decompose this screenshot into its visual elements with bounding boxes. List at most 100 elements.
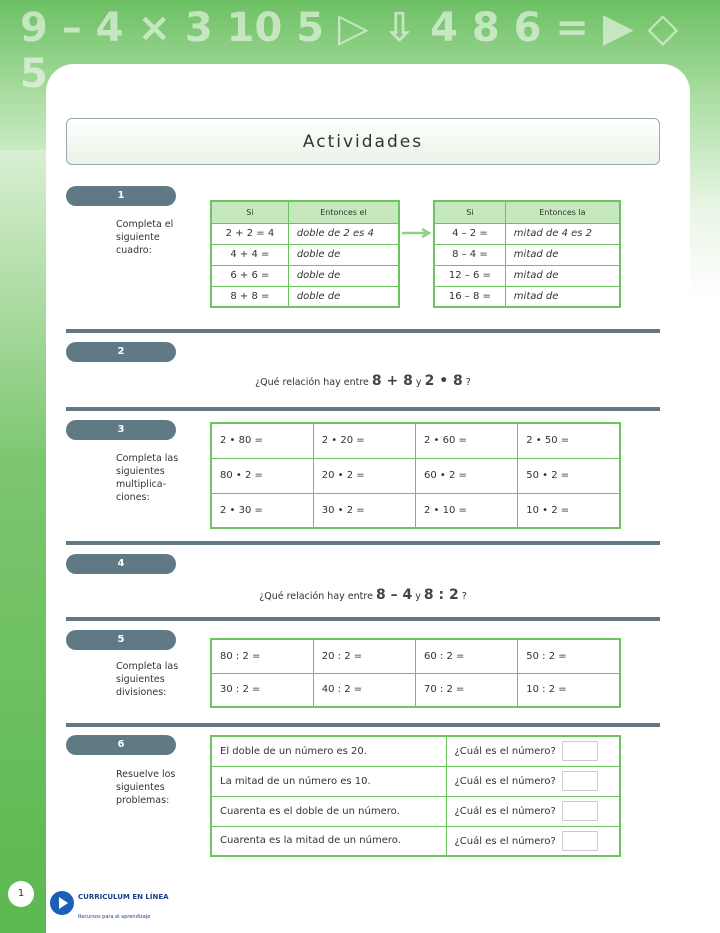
activity-number-1: 1 [66, 186, 176, 206]
question-4: ¿Qué relación hay entre 8 – 4 y 8 : 2 ? [66, 587, 660, 603]
column-header: Entonces la [504, 200, 621, 224]
instruction-1: Completa el siguiente cuadro: [116, 219, 174, 256]
operation-cell: 8 – 4 = [433, 243, 506, 266]
answer-cell[interactable]: doble de [287, 243, 400, 266]
page-number: 1 [8, 881, 34, 907]
operation-cell: 2 + 2 = 4 [210, 222, 289, 245]
table-row: 80 • 2 = 20 • 2 = 60 • 2 = 50 • 2 = [210, 457, 621, 494]
operation-cell[interactable]: 60 : 2 = [414, 638, 519, 674]
conjunction: y [415, 377, 422, 388]
table-row: 16 – 8 = mitad de [433, 285, 621, 308]
question-text: ¿Qué relación hay entre [259, 591, 373, 602]
answer-box[interactable] [561, 741, 598, 762]
activity-number-5: 5 [66, 630, 176, 650]
table-row: 30 : 2 = 40 : 2 = 70 : 2 = 10 : 2 = [210, 672, 621, 708]
operation-cell: 8 + 8 = [210, 285, 289, 308]
activity-number-2: 2 [66, 342, 176, 362]
instruction-3: Completa las siguientes multiplica-cione… [116, 453, 179, 503]
table-row: 4 + 4 = doble de [210, 243, 400, 266]
expression: 8 + 8 [371, 373, 413, 389]
question-cell: ¿Cuál es el número? [445, 795, 621, 827]
operation-cell[interactable]: 2 • 50 = [517, 422, 621, 459]
operation-cell[interactable]: 2 • 30 = [210, 492, 314, 529]
table-row: 8 – 4 = mitad de [433, 243, 621, 266]
table-row: 2 • 80 = 2 • 20 = 2 • 60 = 2 • 50 = [210, 422, 621, 459]
operation-cell[interactable]: 10 : 2 = [517, 672, 621, 708]
question-text: ¿Cuál es el número? [454, 776, 556, 787]
answer-cell[interactable]: doble de 2 es 4 [287, 222, 400, 245]
operation-cell: 12 – 6 = [433, 264, 506, 287]
operation-cell[interactable]: 20 • 2 = [312, 457, 417, 494]
answer-box[interactable] [561, 801, 598, 821]
question-mark: ? [465, 377, 471, 388]
answer-box[interactable] [561, 830, 598, 851]
divider [66, 723, 660, 727]
answer-cell[interactable]: doble de [287, 285, 400, 308]
operation-cell[interactable]: 50 • 2 = [517, 457, 621, 494]
table-row: El doble de un número es 20. ¿Cuál es el … [210, 735, 621, 767]
operation-cell[interactable]: 80 • 2 = [210, 457, 314, 494]
expression: 8 – 4 [375, 587, 413, 603]
problem-statement: Cuarenta es la mitad de un número. [210, 825, 447, 857]
page-title: Actividades [66, 118, 660, 165]
table-row: Cuarenta es la mitad de un número. ¿Cuál … [210, 825, 621, 857]
table-row: 8 + 8 = doble de [210, 285, 400, 308]
operation-cell[interactable]: 60 • 2 = [414, 457, 519, 494]
operation-cell: 16 – 8 = [433, 285, 506, 308]
table-row: 80 : 2 = 20 : 2 = 60 : 2 = 50 : 2 = [210, 638, 621, 674]
answer-cell[interactable]: mitad de 4 es 2 [504, 222, 621, 245]
question-cell: ¿Cuál es el número? [445, 825, 621, 857]
problem-statement: La mitad de un número es 10. [210, 765, 447, 797]
problem-statement: Cuarenta es el doble de un número. [210, 795, 447, 827]
answer-cell[interactable]: doble de [287, 264, 400, 287]
operation-cell: 4 – 2 = [433, 222, 506, 245]
operation-cell[interactable]: 20 : 2 = [312, 638, 417, 674]
table-row: 4 – 2 = mitad de 4 es 2 [433, 222, 621, 245]
table-row: 2 • 30 = 30 • 2 = 2 • 10 = 10 • 2 = [210, 492, 621, 529]
operation-cell[interactable]: 10 • 2 = [517, 492, 621, 529]
operation-cell[interactable]: 70 : 2 = [414, 672, 519, 708]
table-row: 12 – 6 = mitad de [433, 264, 621, 287]
question-text: ¿Qué relación hay entre [255, 377, 369, 388]
operation-cell[interactable]: 2 • 20 = [312, 422, 417, 459]
operation-cell[interactable]: 2 • 60 = [414, 422, 519, 459]
divider [66, 407, 660, 411]
header-row: Si Entonces la [433, 200, 621, 224]
side-stripe [0, 150, 46, 933]
logo: CURRICULUM EN LÍNEA Recursos para el apre… [50, 884, 169, 922]
answer-cell[interactable]: mitad de [504, 243, 621, 266]
play-logo-icon [50, 891, 74, 915]
expression: 2 • 8 [424, 373, 463, 389]
table-row: La mitad de un número es 10. ¿Cuál es el … [210, 765, 621, 797]
column-header: Entonces el [287, 200, 400, 224]
operation-cell[interactable]: 40 : 2 = [312, 672, 417, 708]
answer-cell[interactable]: mitad de [504, 264, 621, 287]
column-header: Si [433, 200, 506, 224]
question-mark: ? [461, 591, 467, 602]
instruction-6: Resuelve los siguientes problemas: [116, 769, 176, 806]
division-table: 80 : 2 = 20 : 2 = 60 : 2 = 50 : 2 = 30 : 2 =… [210, 638, 621, 708]
problems-table: El doble de un número es 20. ¿Cuál es el … [210, 735, 621, 857]
operation-cell[interactable]: 2 • 10 = [414, 492, 519, 529]
table-row: 6 + 6 = doble de [210, 264, 400, 287]
operation-cell: 6 + 6 = [210, 264, 289, 287]
question-text: ¿Cuál es el número? [454, 746, 556, 758]
instruction-5: Completa las siguientes divisiones: [116, 661, 179, 698]
question-cell: ¿Cuál es el número? [445, 765, 621, 797]
expression: 8 : 2 [423, 587, 459, 603]
question-2: ¿Qué relación hay entre 8 + 8 y 2 • 8 ? [66, 373, 660, 389]
answer-box[interactable] [561, 771, 598, 791]
divider [66, 617, 660, 621]
operation-cell[interactable]: 2 • 80 = [210, 422, 314, 459]
logo-subtext: Recursos para el aprendizaje [78, 914, 151, 920]
operation-cell[interactable]: 30 : 2 = [210, 672, 314, 708]
activity-number-6: 6 [66, 735, 176, 755]
question-cell: ¿Cuál es el número? [445, 735, 621, 767]
column-header: Si [210, 200, 289, 224]
operation-cell[interactable]: 80 : 2 = [210, 638, 314, 674]
operation-cell[interactable]: 50 : 2 = [517, 638, 621, 674]
operation-cell[interactable]: 30 • 2 = [312, 492, 417, 529]
answer-cell[interactable]: mitad de [504, 285, 621, 308]
